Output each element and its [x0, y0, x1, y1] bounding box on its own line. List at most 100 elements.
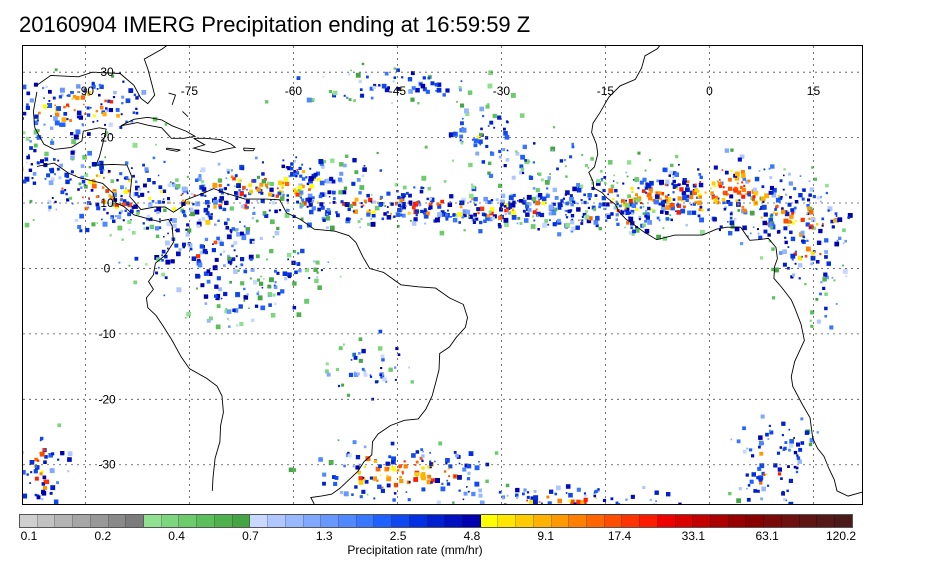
- precip-cell: [298, 166, 302, 170]
- precip-cell: [161, 254, 163, 257]
- precip-cell: [352, 158, 357, 163]
- precip-cell: [270, 199, 272, 201]
- precip-cell: [477, 212, 480, 215]
- precip-cell: [240, 166, 245, 171]
- precip-cell: [402, 472, 404, 475]
- precip-cell: [471, 185, 476, 189]
- precip-cell: [377, 484, 382, 489]
- precip-cell: [241, 235, 247, 241]
- precip-cell: [370, 221, 376, 227]
- precip-cell: [815, 260, 820, 264]
- precip-cell: [657, 191, 662, 196]
- precip-cell: [783, 218, 789, 224]
- precip-cell: [439, 204, 441, 206]
- precip-cell: [438, 441, 443, 446]
- precip-cell: [217, 178, 223, 183]
- map-title: 20160904 IMERG Precipitation ending at 1…: [19, 12, 531, 37]
- precip-cell: [44, 455, 48, 459]
- precip-cell: [528, 175, 534, 180]
- precip-cell: [519, 113, 525, 118]
- precip-cell: [246, 293, 249, 296]
- precip-cell: [335, 211, 338, 214]
- precip-cell: [459, 139, 462, 142]
- precip-cell: [196, 221, 202, 227]
- precip-cell: [399, 213, 403, 217]
- precip-cell: [812, 226, 817, 231]
- precip-cell: [765, 432, 769, 437]
- precip-cell: [39, 472, 43, 476]
- colorbar-cell: [20, 515, 38, 527]
- precip-cell: [96, 88, 99, 90]
- precip-cell: [642, 223, 646, 228]
- precip-cell: [595, 198, 598, 201]
- precip-cell: [415, 87, 420, 93]
- precip-cell: [847, 213, 853, 218]
- precip-cell: [298, 183, 303, 188]
- precip-cell: [164, 276, 168, 280]
- precip-cell: [328, 196, 331, 198]
- precip-cell: [572, 186, 577, 192]
- precip-cell: [351, 181, 356, 186]
- precip-cell: [498, 149, 502, 154]
- precip-cell: [403, 205, 406, 208]
- precip-cell: [549, 489, 554, 494]
- precip-cell: [397, 469, 400, 472]
- precip-cell: [644, 228, 650, 234]
- precip-cell: [628, 202, 634, 207]
- precip-cell: [750, 448, 754, 451]
- precip-cell: [458, 85, 462, 89]
- precip-cell: [373, 497, 376, 500]
- precip-cell: [488, 216, 493, 222]
- precip-cell: [359, 226, 362, 229]
- precip-cell: [427, 76, 431, 80]
- precip-cell: [274, 209, 278, 214]
- precip-cell: [230, 231, 233, 234]
- precip-cell: [186, 192, 189, 195]
- precip-cell: [769, 429, 771, 432]
- precip-cell: [243, 287, 246, 291]
- precip-cell: [749, 479, 754, 484]
- precip-cell: [393, 482, 399, 488]
- precip-cell: [96, 162, 101, 167]
- precip-cell: [119, 126, 123, 129]
- precip-cell: [86, 113, 91, 117]
- map-panel[interactable]: -90 -75 -60 -45 -30 -15 0 15 30 20 10 0 -10 -20 -30: [22, 45, 863, 505]
- precip-cell: [346, 217, 350, 221]
- precip-cell: [374, 380, 378, 384]
- precip-cell: [591, 205, 596, 210]
- precip-cell: [632, 179, 635, 181]
- precip-cell: [67, 470, 70, 473]
- precip-cell: [122, 202, 127, 207]
- precip-cell: [99, 165, 104, 171]
- precip-cell: [319, 202, 324, 207]
- precip-cell: [674, 172, 679, 177]
- precip-cell: [275, 194, 279, 198]
- precip-cell: [42, 104, 47, 109]
- precip-cell: [762, 200, 765, 203]
- precip-cell: [422, 450, 424, 453]
- precip-cell: [49, 468, 55, 474]
- precip-cell: [723, 208, 727, 211]
- precip-cell: [548, 212, 553, 216]
- precip-cell: [339, 162, 344, 167]
- precip-cell: [213, 240, 218, 245]
- precip-cell: [747, 193, 751, 197]
- precip-cell: [413, 217, 418, 222]
- precip-cell: [520, 199, 524, 203]
- precip-cell: [109, 100, 114, 104]
- precip-cell: [254, 156, 258, 160]
- precip-cell: [192, 203, 195, 206]
- precip-cell: [26, 155, 30, 160]
- precip-cell: [38, 111, 41, 115]
- precip-cell: [453, 213, 458, 218]
- precip-cell: [716, 180, 719, 183]
- precip-cell: [392, 80, 395, 83]
- precip-cell: [243, 194, 247, 198]
- precip-cell: [808, 180, 811, 183]
- precip-cell: [135, 185, 140, 191]
- precip-cell: [307, 193, 313, 199]
- precip-cell: [510, 92, 516, 98]
- precip-cell: [546, 194, 550, 198]
- precip-cell: [548, 206, 553, 211]
- colorbar-tick-label: 0.1: [20, 529, 38, 543]
